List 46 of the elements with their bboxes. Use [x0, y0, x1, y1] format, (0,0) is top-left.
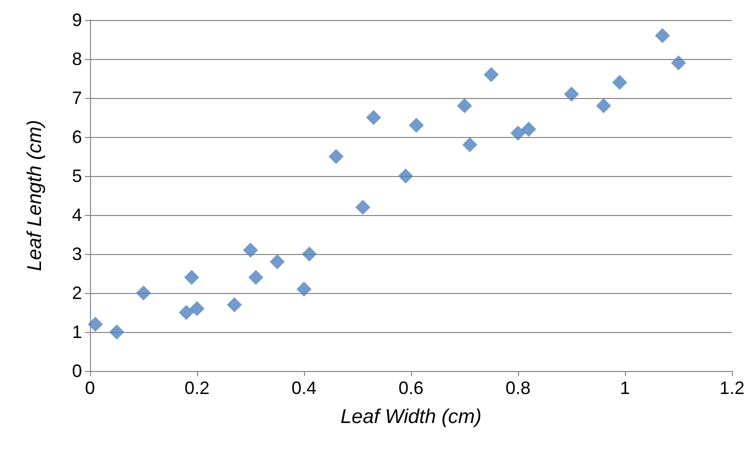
- y-tick-label: 2: [72, 283, 82, 303]
- x-tick-label: 1: [620, 378, 630, 398]
- point: [355, 200, 370, 215]
- y-tick-label: 6: [72, 127, 82, 147]
- y-tick-label: 1: [72, 322, 82, 342]
- point: [136, 286, 151, 300]
- y-axis-title: Leaf Length (cm): [24, 120, 46, 272]
- point: [302, 246, 317, 262]
- point: [408, 118, 424, 133]
- point: [184, 270, 200, 285]
- point: [521, 122, 536, 137]
- y-tick-label: 7: [72, 88, 82, 108]
- point: [398, 168, 414, 184]
- y-tick-label: 8: [72, 49, 82, 69]
- y-tick-label: 5: [72, 166, 82, 186]
- point: [457, 98, 472, 114]
- point: [190, 301, 204, 316]
- point: [226, 297, 242, 312]
- point: [612, 74, 628, 90]
- x-axis-title: Leaf Width (cm): [340, 406, 482, 428]
- point: [484, 67, 499, 82]
- y-tick-label: 9: [72, 10, 82, 30]
- y-tick-label: 3: [72, 244, 82, 264]
- y-tick-label: 0: [72, 361, 82, 381]
- point: [366, 110, 382, 125]
- point: [671, 55, 686, 70]
- x-tick-label: 0: [84, 378, 96, 398]
- y-tick-label: 4: [72, 205, 82, 225]
- x-tick-label: 0.6: [398, 378, 424, 398]
- point: [462, 137, 478, 152]
- point: [109, 324, 124, 340]
- x-tick-label: 0.4: [291, 378, 317, 398]
- point: [88, 316, 103, 332]
- point: [296, 282, 312, 297]
- point: [248, 270, 264, 285]
- point: [328, 149, 344, 164]
- point: [654, 28, 670, 44]
- point: [243, 242, 258, 258]
- point: [564, 86, 579, 102]
- point: [178, 305, 194, 320]
- point: [596, 98, 612, 114]
- point: [510, 126, 526, 141]
- x-tick-label: 0.8: [505, 378, 531, 398]
- x-tick-label: 1.2: [719, 378, 745, 398]
- x-tick-label: 0.2: [184, 378, 210, 398]
- point: [270, 254, 285, 270]
